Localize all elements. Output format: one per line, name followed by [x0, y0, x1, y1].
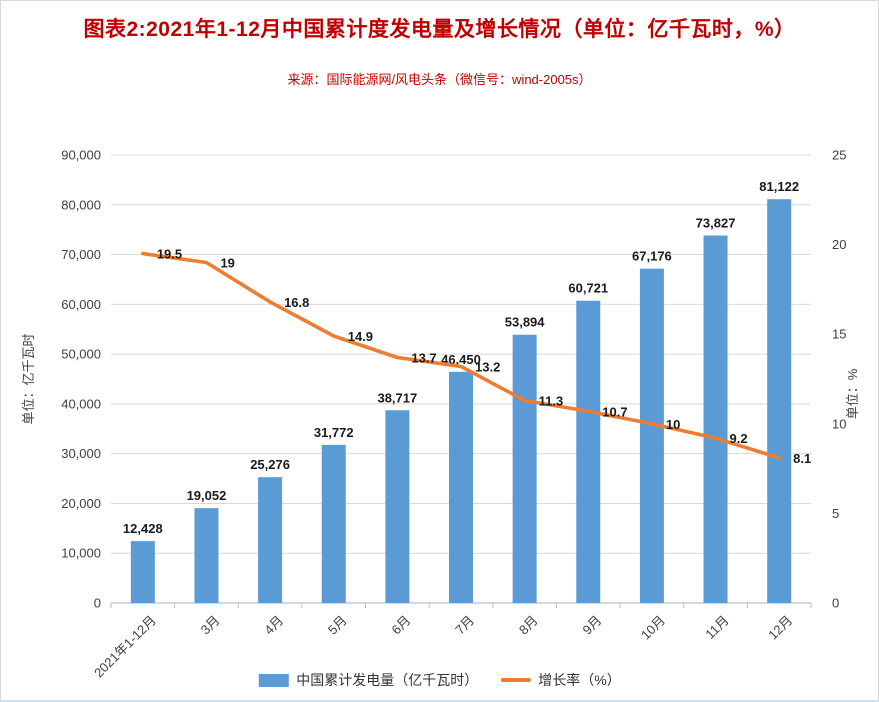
y-left-tick-label: 70,000 — [61, 247, 101, 262]
x-tick-label: 6月 — [389, 613, 414, 638]
y-left-tick-label: 30,000 — [61, 446, 101, 461]
y-right-tick-label: 5 — [832, 506, 839, 521]
line-value-label: 8.1 — [793, 451, 811, 466]
growth-line — [141, 251, 781, 460]
line-value-label: 13.7 — [411, 350, 436, 365]
bar-value-label: 25,276 — [250, 457, 290, 472]
y-left-tick-label: 0 — [94, 596, 101, 611]
x-tick-label: 2021年1-12月 — [91, 613, 159, 681]
bar-value-label: 31,772 — [314, 425, 354, 440]
line-value-label: 19 — [220, 256, 234, 271]
y-right-axis-title: 单位：% — [845, 368, 860, 419]
bar — [130, 541, 155, 603]
bar-value-label: 12,428 — [123, 521, 163, 536]
bar — [321, 444, 346, 603]
bar — [512, 334, 537, 603]
chart-source: 来源：国际能源网/风电头条（微信号：wind-2005s） — [287, 72, 592, 87]
bar — [703, 235, 728, 603]
bar-value-label: 81,122 — [759, 179, 799, 194]
x-tick-label: 7月 — [452, 613, 477, 638]
bar — [639, 268, 664, 603]
y-right-tick-label: 0 — [832, 596, 839, 611]
line-value-label: 14.9 — [348, 329, 373, 344]
y-left-tick-label: 60,000 — [61, 297, 101, 312]
bar-value-label: 19,052 — [187, 488, 227, 503]
line-series-swatch — [500, 678, 531, 682]
bar — [767, 199, 792, 603]
line-series-label: 增长率（%） — [538, 672, 621, 688]
y-right-tick-label: 15 — [832, 327, 846, 342]
x-tick-label: 5月 — [325, 613, 350, 638]
line-value-label: 9.2 — [730, 431, 748, 446]
bar-value-label: 38,717 — [377, 390, 417, 405]
y-left-tick-label: 40,000 — [61, 396, 101, 411]
legend-item-line: 增长率（%） — [500, 670, 621, 690]
bar-value-label: 73,827 — [696, 216, 736, 231]
y-left-tick-label: 50,000 — [61, 347, 101, 362]
x-tick-label: 10月 — [638, 613, 668, 643]
y-left-tick-label: 10,000 — [61, 546, 101, 561]
line-value-label: 10.7 — [602, 404, 627, 419]
bar — [576, 300, 601, 603]
line-value-label: 11.3 — [539, 394, 564, 409]
y-right-tick-label: 25 — [832, 148, 846, 163]
bar — [385, 410, 410, 603]
x-tick-label: 3月 — [198, 613, 223, 638]
bar — [449, 371, 473, 603]
bar — [194, 508, 219, 603]
chart-legend: 中国累计发电量（亿千瓦时） 增长率（%） — [258, 670, 621, 690]
x-tick-label: 4月 — [261, 613, 286, 638]
legend-item-bar: 中国累计发电量（亿千瓦时） — [258, 670, 478, 690]
chart-title: 图表2:2021年1-12月中国累计度发电量及增长情况（单位：亿千瓦时，%） — [83, 18, 796, 41]
x-tick-label: 12月 — [765, 613, 795, 643]
y-left-tick-label: 90,000 — [61, 148, 101, 163]
bar-value-label: 67,176 — [632, 249, 672, 264]
line-value-label: 13.2 — [475, 359, 500, 374]
line-value-label: 16.8 — [284, 295, 309, 310]
x-tick-label: 11月 — [702, 613, 731, 642]
bar-value-label: 53,894 — [505, 315, 546, 330]
bar — [258, 477, 283, 603]
bar-value-label: 46,450 — [441, 352, 481, 367]
bar-value-label: 60,721 — [568, 281, 608, 296]
y-left-axis-title: 单位：亿千瓦时 — [21, 333, 36, 424]
x-tick-label: 9月 — [579, 613, 604, 638]
bar-series-label: 中国累计发电量（亿千瓦时） — [296, 672, 479, 688]
y-left-tick-label: 80,000 — [61, 197, 101, 212]
line-value-label: 10 — [666, 417, 680, 432]
y-left-tick-label: 20,000 — [61, 496, 101, 511]
bar-series-swatch — [258, 673, 289, 687]
line-value-label: 19.5 — [157, 247, 182, 262]
x-tick-label: 8月 — [516, 613, 541, 638]
y-right-tick-label: 20 — [832, 237, 846, 252]
y-right-tick-label: 10 — [832, 416, 846, 431]
